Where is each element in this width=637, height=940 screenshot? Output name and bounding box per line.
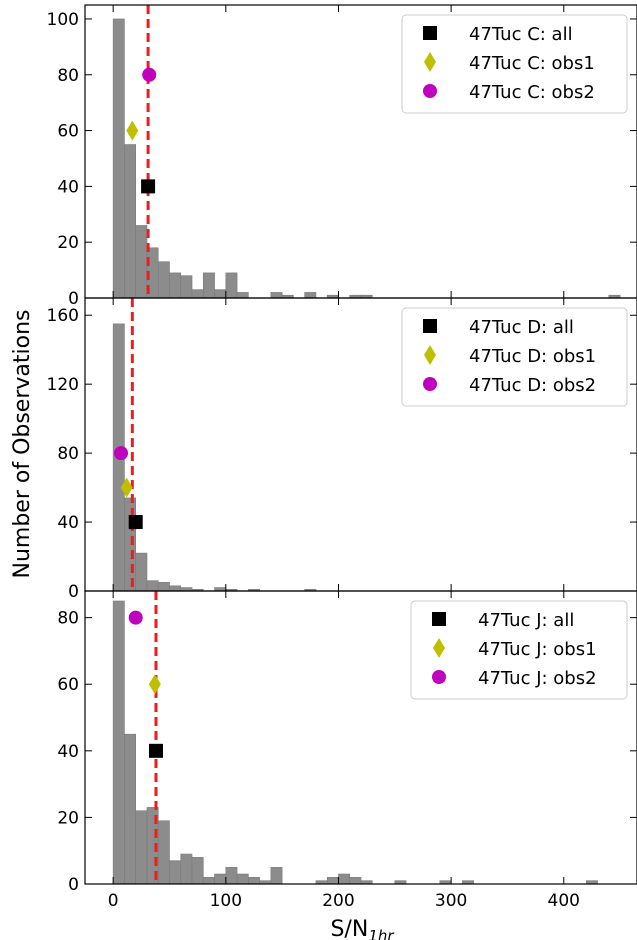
y-tick-label: 40 — [57, 177, 79, 197]
y-tick-label: 0 — [68, 582, 79, 602]
histogram-bar — [236, 292, 249, 299]
histogram-bar — [169, 272, 182, 299]
data-marker-circle — [114, 446, 129, 461]
data-marker-square — [148, 743, 163, 758]
legend-label: 47Tuc J: obs2 — [478, 668, 597, 689]
histogram-bar — [326, 877, 339, 885]
y-tick-label: 120 — [47, 375, 79, 395]
histogram-bar — [270, 292, 283, 299]
histogram-bar — [146, 580, 159, 592]
panel-frame — [84, 590, 637, 885]
legend-label: 47Tuc J: all — [478, 610, 574, 631]
legend-marker-diamond — [433, 638, 445, 658]
x-axis-label-subscript: 1hr — [368, 927, 394, 940]
histogram-bar — [202, 877, 215, 885]
data-marker-diamond — [148, 674, 161, 695]
legend-label: 47Tuc C: obs2 — [469, 82, 595, 103]
histogram-bar — [124, 733, 137, 885]
histogram-bar — [157, 261, 170, 299]
histogram-bar — [214, 873, 227, 885]
legend-label: 47Tuc D: obs2 — [469, 375, 596, 396]
y-tick-label: 20 — [57, 808, 79, 828]
data-marker-circle — [128, 610, 143, 625]
y-tick-label: 60 — [57, 675, 79, 695]
x-tick-label: 0 — [108, 891, 119, 911]
y-axis-label: Number of Observations — [10, 310, 35, 579]
histogram-bar — [112, 18, 125, 299]
legend-frame — [401, 307, 628, 407]
histogram-bar — [225, 272, 238, 299]
histogram-bar — [135, 810, 148, 885]
legend-frame — [410, 600, 628, 700]
legend-marker-circle — [432, 670, 446, 684]
legend-marker-diamond — [424, 345, 436, 365]
x-tick-label: 400 — [548, 891, 580, 911]
legend-marker-square — [432, 612, 446, 626]
legend: 47Tuc C: all 47Tuc C: obs1 47Tuc C: obs2 — [401, 14, 628, 114]
legend-marker-circle — [423, 377, 437, 391]
histogram-bar — [270, 867, 283, 885]
y-tick-label: 0 — [68, 875, 79, 895]
histogram-bar — [202, 272, 215, 299]
data-marker-square — [128, 515, 143, 530]
histogram-bar — [180, 853, 193, 885]
histogram-bar — [191, 857, 204, 885]
x-tick-label: 300 — [435, 891, 467, 911]
y-tick-label: 100 — [47, 10, 79, 30]
legend-marker-diamond — [424, 52, 436, 72]
legend: 47Tuc J: all 47Tuc J: obs1 47Tuc J: obs2 — [410, 600, 628, 700]
histogram-bar — [214, 289, 227, 299]
histogram-bar — [248, 877, 260, 885]
histogram-bar — [112, 600, 125, 885]
x-axis-label-main: S/N — [330, 917, 368, 940]
histogram-bar — [157, 820, 170, 885]
x-tick-label: 100 — [210, 891, 242, 911]
y-tick-label: 40 — [57, 513, 79, 533]
legend-label: 47Tuc D: all — [469, 317, 574, 338]
histogram-bar — [124, 497, 137, 592]
data-marker-diamond — [120, 477, 133, 498]
y-tick-label: 80 — [57, 66, 79, 86]
y-tick-label: 20 — [57, 233, 79, 253]
histogram-bar — [191, 289, 204, 299]
histogram-bar — [180, 275, 193, 299]
legend: 47Tuc D: all 47Tuc D: obs1 47Tuc D: obs2 — [401, 307, 628, 407]
legend-marker-square — [423, 319, 437, 333]
histogram-bar — [135, 552, 148, 592]
legend-marker-square — [423, 26, 437, 40]
y-tick-label: 60 — [57, 122, 79, 142]
y-tick-label: 80 — [57, 609, 79, 629]
histogram-bar — [225, 867, 238, 885]
histogram-bar — [338, 873, 351, 885]
legend-marker-circle — [423, 84, 437, 98]
x-axis-label: S/N1hr — [330, 917, 394, 940]
legend-label: 47Tuc C: all — [469, 24, 573, 45]
histogram-bar — [169, 860, 182, 885]
data-marker-diamond — [126, 120, 139, 141]
histogram-bar — [124, 144, 137, 299]
legend-label: 47Tuc D: obs1 — [469, 346, 596, 367]
histogram-bar — [304, 292, 317, 299]
histogram-bar — [236, 873, 249, 885]
y-tick-label: 80 — [57, 444, 79, 464]
histogram-bar — [135, 225, 148, 299]
histogram-bar — [157, 582, 170, 592]
y-tick-label: 40 — [57, 742, 79, 762]
y-tick-label: 160 — [47, 306, 79, 326]
y-tick-label: 0 — [68, 289, 79, 309]
legend-label: 47Tuc J: obs1 — [478, 639, 597, 660]
histogram-bar — [169, 585, 182, 592]
histogram-bar — [349, 877, 362, 885]
legend-frame — [401, 14, 628, 114]
data-marker-circle — [142, 67, 157, 82]
x-tick-label: 200 — [322, 891, 354, 911]
legend-label: 47Tuc C: obs1 — [469, 53, 595, 74]
data-marker-square — [141, 179, 156, 194]
